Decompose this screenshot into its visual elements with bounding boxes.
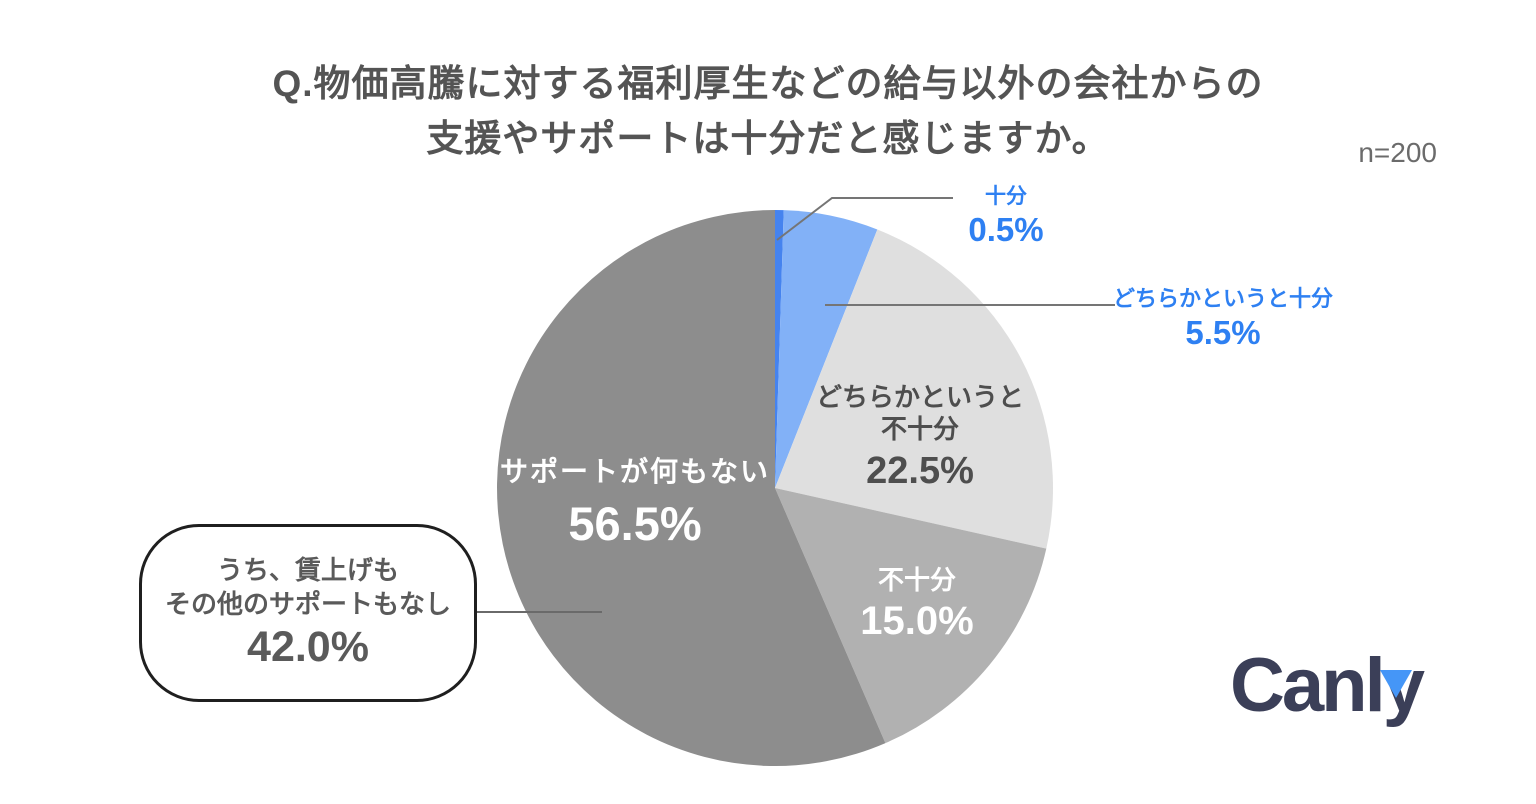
canly-logo-triangle-icon: [1380, 670, 1412, 698]
label-sufficient-value: 0.5%: [968, 211, 1044, 248]
label-insufficient-value: 15.0%: [860, 599, 974, 643]
sample-size-label: n=200: [1358, 137, 1437, 168]
label-sufficient-name: 十分: [985, 185, 1027, 208]
chart-title: Q.物価高騰に対する福利厚生などの給与以外の会社からの 支援やサポートは十分だと…: [0, 57, 1536, 167]
callout-value: 42.0%: [247, 623, 369, 672]
canly-logo: Canly: [1230, 648, 1425, 724]
label-no-support-name: サポートが何もない: [499, 456, 771, 487]
label-somewhat-sufficient: どちらかというと十分 5.5%: [1113, 281, 1333, 352]
label-no-support: サポートが何もない 56.5%: [500, 450, 770, 551]
chart-title-line2: 支援やサポートは十分だと感じますか。: [426, 117, 1110, 159]
pie-slice: [775, 210, 878, 488]
label-somewhat-insufficient-value: 22.5%: [866, 449, 974, 492]
pie-slice: [775, 210, 784, 488]
label-insufficient: 不十分 15.0%: [860, 560, 973, 644]
label-somewhat-sufficient-name: どちらかというと十分: [1112, 286, 1334, 311]
label-no-support-value: 56.5%: [568, 497, 702, 550]
callout-line1: うち、賃上げも: [216, 554, 399, 585]
label-somewhat-sufficient-value: 5.5%: [1185, 314, 1261, 351]
pie-chart: [497, 210, 1053, 766]
label-somewhat-insufficient: どちらかというと不十分 22.5%: [808, 382, 1033, 493]
chart-title-line1: Q.物価高騰に対する福利厚生などの給与以外の会社からの: [272, 63, 1264, 104]
pie-slice: [775, 229, 1053, 549]
label-sufficient: 十分 0.5%: [968, 180, 1043, 249]
label-somewhat-insufficient-name: どちらかというと不十分: [815, 382, 1024, 444]
callout-line2: その他のサポートもなし: [164, 588, 451, 619]
callout-no-raise-bubble: うち、賃上げも その他のサポートもなし 42.0%: [139, 524, 477, 702]
pie-slice: [497, 210, 886, 766]
pie-slice: [775, 488, 1047, 744]
label-insufficient-name: 不十分: [877, 565, 957, 595]
